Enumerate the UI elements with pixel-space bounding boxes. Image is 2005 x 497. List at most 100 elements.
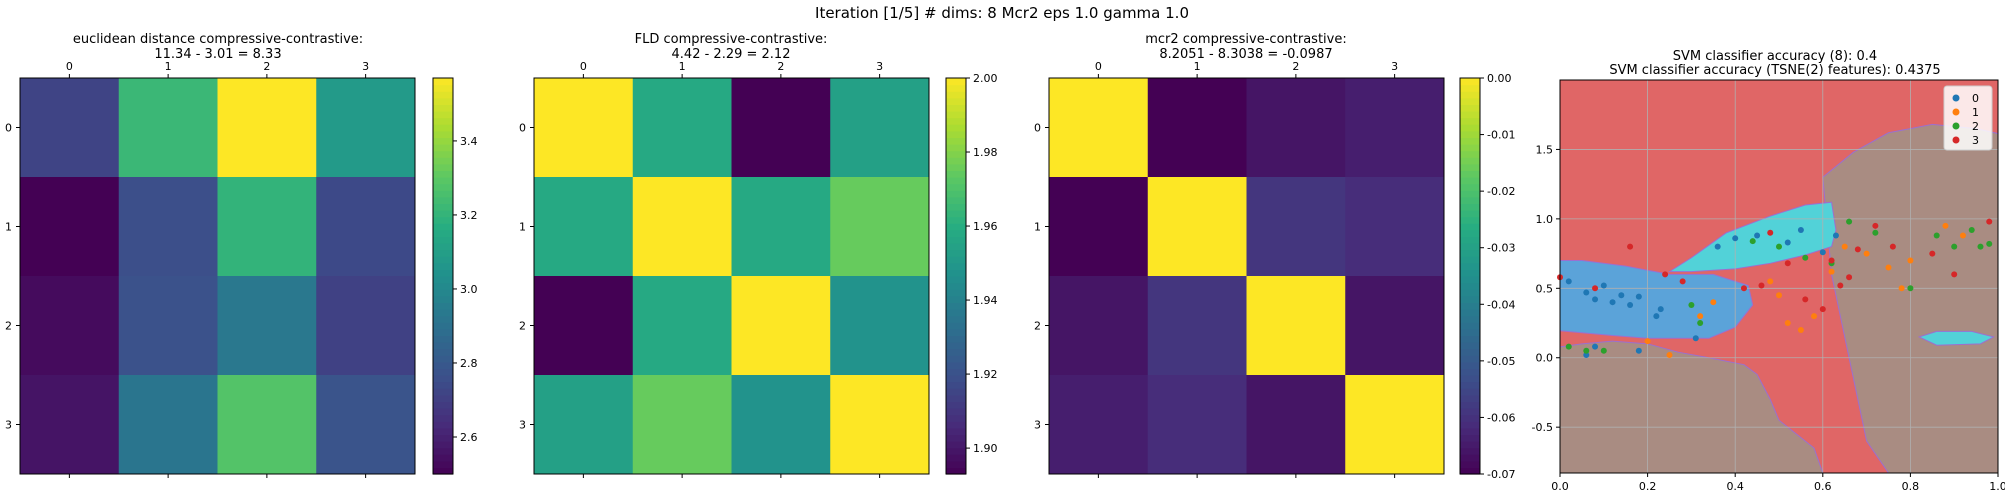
heatmap-euclidean-cell [316,78,416,178]
heatmap-mcr2-colorbar-band [1460,196,1480,204]
heatmap-euclidean-ytick-label: 1 [5,221,12,234]
heatmap-mcr2-cell [1345,276,1445,376]
heatmap-fld-cell [632,78,732,178]
heatmap-euclidean-colorbar-band [433,355,453,363]
heatmap-euclidean-xtick-label: 3 [362,60,369,73]
heatmap-mcr2-colorbar-tick-label: -0.03 [1487,242,1515,255]
svm-point-series-0 [1600,282,1607,289]
heatmap-fld-colorbar-band [946,368,966,376]
heatmap-mcr2-colorbar-band [1460,210,1480,218]
svm-point-series-0 [1819,249,1826,256]
heatmap-mcr2-colorbar-band [1460,388,1480,396]
svm-point-series-1 [1885,264,1892,271]
heatmap-euclidean-colorbar-band [433,335,453,343]
svm-ytick-label: 0.5 [1536,282,1554,295]
heatmap-fld-colorbar-band [946,447,966,455]
svm-ytick-label: 0.0 [1536,352,1554,365]
heatmap-fld-cell [731,375,831,475]
svm-legend-label-1: 1 [1972,106,1979,119]
heatmap-fld-colorbar-band [946,427,966,435]
heatmap-mcr2-cell [1049,375,1149,475]
heatmap-euclidean-colorbar-tick-label: 2.8 [460,357,478,370]
heatmap-mcr2-xtick-label: 1 [1194,60,1201,73]
svm-point-series-3 [1802,296,1809,303]
svm-point-series-0 [1657,306,1664,313]
svm-point-series-2 [1986,240,1993,247]
heatmap-fld-colorbar-band [946,170,966,178]
heatmap-euclidean-colorbar-band [433,289,453,297]
heatmap-fld-colorbar-band [946,375,966,383]
svm-point-series-3 [1986,218,1993,225]
heatmap-fld-cell [534,276,634,376]
heatmap-fld-colorbar-band [946,269,966,277]
heatmap-mcr2-cell [1345,78,1445,178]
heatmap-euclidean-xtick-label: 0 [66,60,73,73]
heatmap-fld-colorbar-band [946,335,966,343]
svm-point-series-3 [1846,274,1853,281]
heatmap-mcr2-ytick-label: 1 [1034,221,1041,234]
heatmap-euclidean-colorbar-band [433,322,453,330]
svm-point-series-1 [1942,222,1949,229]
svm-point-series-3 [1854,246,1861,253]
heatmap-euclidean-xtick-label: 1 [165,60,172,73]
svm-point-series-0 [1797,226,1804,233]
heatmap-fld-colorbar-band [946,183,966,191]
heatmap-euclidean-cell [316,276,416,376]
heatmap-fld-colorbar-band [946,276,966,284]
heatmap-fld-colorbar-band [946,124,966,132]
svm-point-series-2 [1583,347,1590,354]
heatmap-fld-cell [534,177,634,277]
heatmap-fld-cell [731,78,831,178]
heatmap-euclidean-colorbar-band [433,276,453,284]
heatmap-euclidean-colorbar-band [433,150,453,158]
heatmap-euclidean-colorbar-band [433,183,453,191]
heatmap-mcr2-colorbar-band [1460,117,1480,125]
svm-decision-regions [1560,80,1998,473]
svm-point-series-3 [1767,229,1774,236]
heatmap-mcr2-colorbar-band [1460,342,1480,350]
heatmap-fld-colorbar-band [946,315,966,323]
heatmap-mcr2-colorbar-band [1460,348,1480,356]
heatmap-mcr2-colorbar-frame [1459,77,1481,475]
heatmap-mcr2-colorbar-tick-label: -0.06 [1487,411,1515,424]
heatmap-fld-colorbar-tick-label: 2.00 [973,72,998,85]
heatmap-fld-colorbar-band [946,348,966,356]
heatmap-euclidean-cell [20,78,120,178]
svm-point-series-0 [1635,293,1642,300]
svm-point-series-1 [1776,292,1782,299]
svm-legend-label-3: 3 [1972,134,1979,147]
svm-ytick-label: 1.0 [1536,213,1554,226]
svm-point-series-1 [1697,313,1704,320]
heatmap-euclidean-cell [316,375,416,475]
heatmap-euclidean-colorbar-band [433,124,453,132]
heatmap-euclidean-colorbar-band [433,249,453,257]
heatmap-fld-plot: 0 0 1 1 2 2 3 3 1.90 1.92 1.94 1.96 1.98 2.00 [519,60,998,478]
svm-point-series-0 [1784,239,1791,246]
svm-point-series-2 [1776,243,1782,250]
heatmap-mcr2-colorbar-tick-label: -0.07 [1487,468,1515,481]
heatmap-mcr2-colorbar-tick-label: -0.02 [1487,185,1515,198]
svm-point-series-1 [1710,299,1717,306]
svm-point-series-2 [1907,285,1914,292]
heatmap-fld-colorbar-frame [945,77,967,475]
heatmap-euclidean-colorbar-band [433,414,453,422]
heatmap-euclidean-colorbar-band [433,78,453,86]
heatmap-fld-colorbar-band [946,381,966,389]
svm-point-series-0 [1583,289,1590,296]
heatmap-fld-colorbar-band [946,302,966,310]
heatmap-mcr2-xtick-label: 3 [1391,60,1398,73]
heatmap-fld-cell [731,177,831,277]
heatmap-mcr2-colorbar-band [1460,137,1480,145]
heatmap-euclidean-colorbar-band [433,210,453,218]
svm-xtick-label: 0.0 [1551,480,1569,493]
heatmap-mcr2-colorbar-band [1460,328,1480,336]
heatmap-fld-xtick-label: 0 [580,60,587,73]
heatmap-fld-cell [830,276,930,376]
heatmap-mcr2-colorbar-band [1460,282,1480,290]
heatmap-euclidean-colorbar-band [433,467,453,475]
heatmap-fld-cell [731,276,831,376]
heatmap-fld-ytick-label: 0 [519,122,526,135]
svm-legend-marker-3 [1952,136,1960,144]
heatmap-fld-colorbar-band [946,249,966,257]
